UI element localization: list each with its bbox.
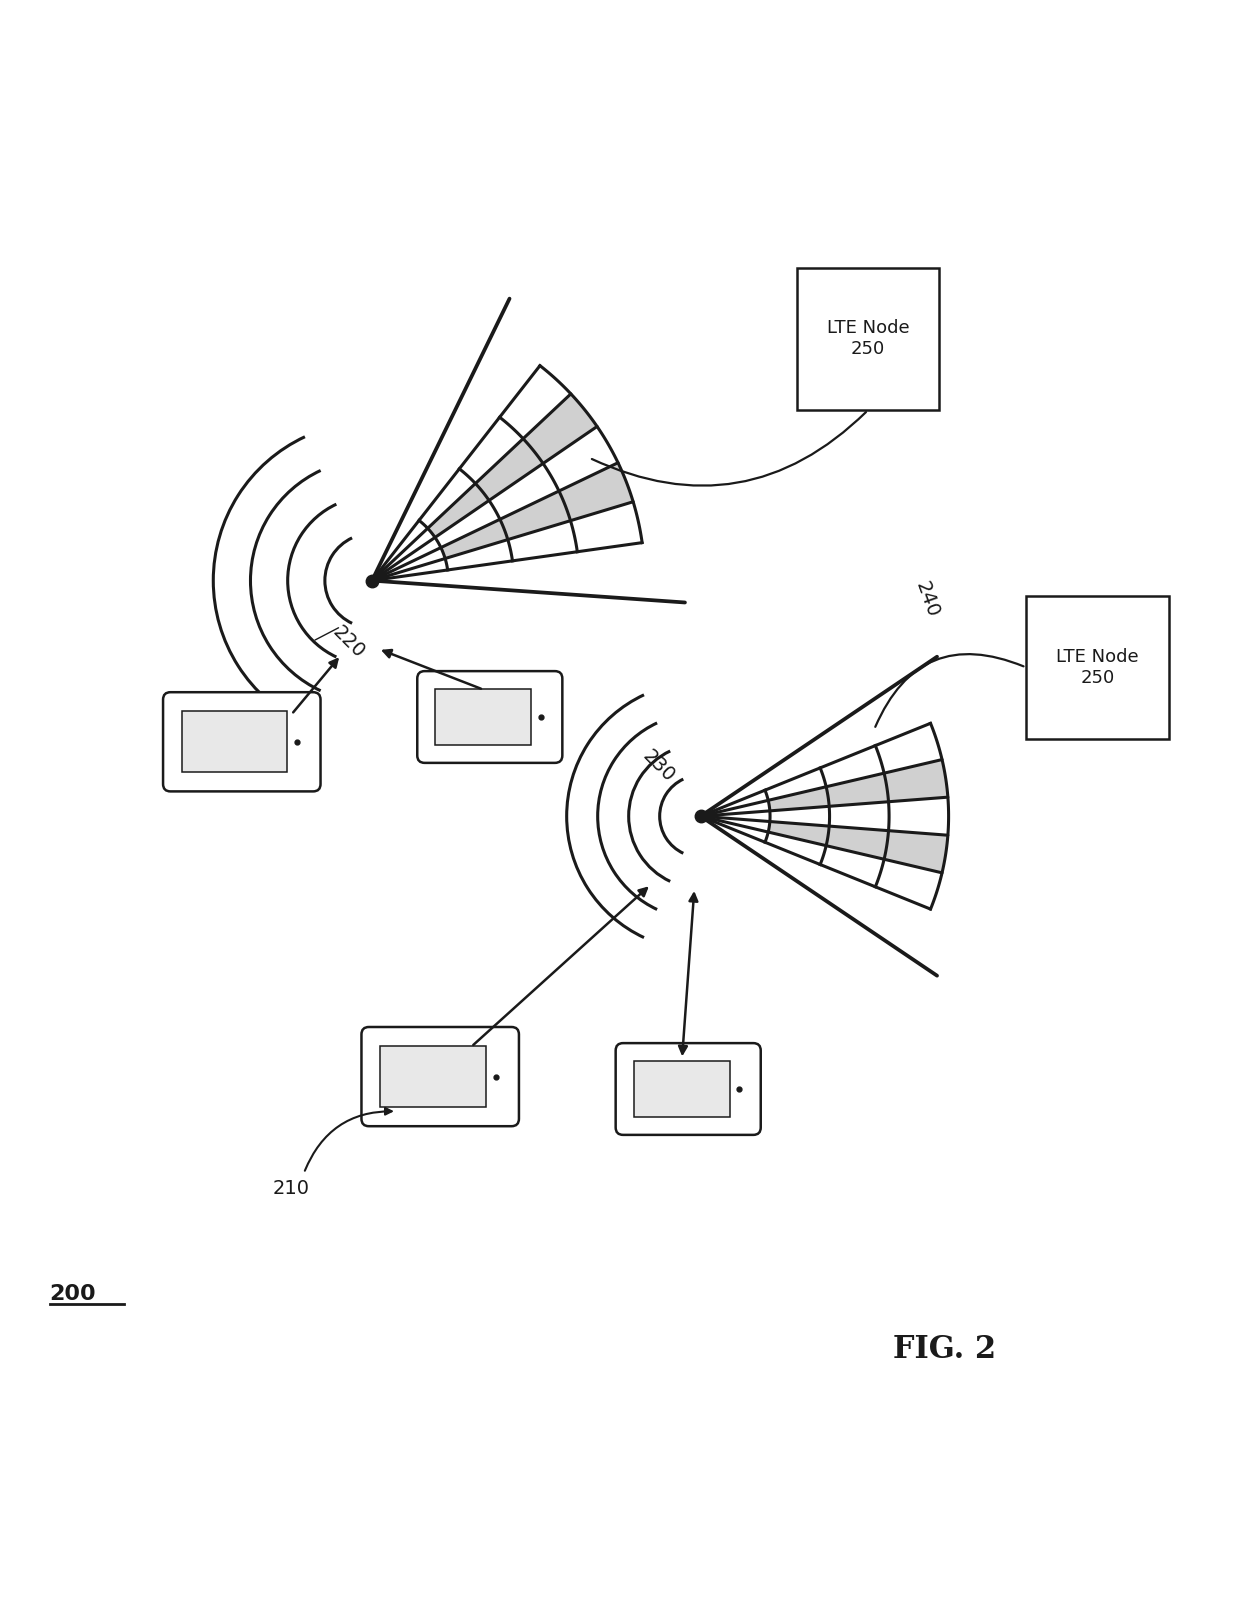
- Polygon shape: [475, 439, 543, 501]
- Bar: [381, 1047, 486, 1106]
- Bar: [634, 1061, 730, 1116]
- FancyBboxPatch shape: [164, 692, 320, 792]
- Polygon shape: [884, 760, 947, 802]
- Polygon shape: [769, 787, 830, 812]
- Polygon shape: [559, 463, 634, 520]
- Polygon shape: [441, 520, 508, 559]
- FancyBboxPatch shape: [362, 1027, 518, 1126]
- Text: FIG. 2: FIG. 2: [893, 1333, 996, 1366]
- Text: 240: 240: [911, 578, 942, 620]
- Bar: [1025, 596, 1168, 739]
- Text: LTE Node
250: LTE Node 250: [1056, 648, 1138, 687]
- Text: 230: 230: [639, 747, 678, 786]
- Polygon shape: [884, 831, 947, 873]
- Polygon shape: [523, 394, 598, 463]
- Bar: [182, 711, 288, 773]
- Bar: [796, 267, 940, 410]
- Polygon shape: [500, 491, 570, 539]
- Text: LTE Node
250: LTE Node 250: [827, 319, 909, 358]
- Text: 220: 220: [329, 622, 368, 663]
- Polygon shape: [826, 773, 889, 807]
- Polygon shape: [826, 826, 889, 859]
- Polygon shape: [428, 483, 489, 538]
- Polygon shape: [769, 821, 830, 846]
- Text: 200: 200: [50, 1283, 97, 1304]
- Text: 210: 210: [273, 1179, 310, 1197]
- FancyBboxPatch shape: [417, 671, 563, 763]
- Bar: [435, 690, 532, 745]
- FancyBboxPatch shape: [616, 1043, 761, 1136]
